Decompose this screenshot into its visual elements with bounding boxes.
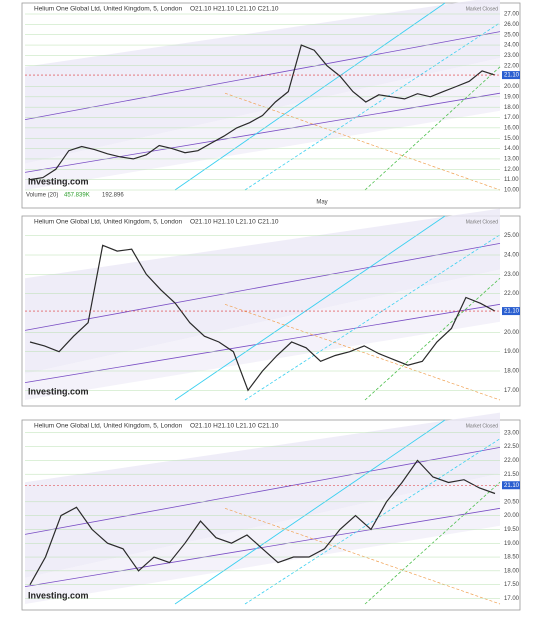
market-status: Market Closed bbox=[466, 423, 498, 429]
y-tick-label: 25.00 bbox=[504, 233, 520, 239]
channel-line bbox=[24, 507, 501, 587]
y-tick-label: 21.50 bbox=[504, 472, 520, 478]
y-tick-label: 23.00 bbox=[504, 272, 520, 278]
y-tick-label: 24.00 bbox=[504, 43, 520, 49]
y-tick-label: 14.00 bbox=[504, 146, 520, 152]
y-tick-label: 26.00 bbox=[504, 22, 520, 28]
channel-fill bbox=[25, 58, 500, 190]
y-tick-label: 19.00 bbox=[504, 541, 520, 547]
logo: Investing.com bbox=[28, 176, 89, 186]
trend-line bbox=[364, 277, 501, 401]
current-price-box bbox=[502, 481, 520, 490]
price-line bbox=[29, 244, 496, 392]
y-tick-label: 19.50 bbox=[504, 527, 520, 533]
volume-text: 192.896 bbox=[102, 193, 124, 199]
y-tick-label: 23.00 bbox=[504, 430, 520, 436]
y-tick-label: 19.00 bbox=[504, 94, 520, 100]
y-tick-label: 22.00 bbox=[504, 63, 520, 69]
y-tick-label: 24.00 bbox=[504, 253, 520, 259]
trend-line bbox=[244, 234, 501, 401]
channel-fill bbox=[25, 269, 500, 400]
ohlc: O21.10 H21.10 L21.10 C21.10 bbox=[190, 423, 279, 430]
channel-line bbox=[24, 303, 501, 383]
market-status: Market Closed bbox=[466, 6, 498, 12]
logo: Investing.com bbox=[28, 590, 89, 600]
x-label: May bbox=[316, 200, 327, 206]
y-tick-label: 25.00 bbox=[504, 32, 520, 38]
market-status: Market Closed bbox=[466, 219, 498, 225]
trend-line bbox=[224, 507, 501, 605]
trend-line bbox=[224, 303, 501, 401]
y-tick-label: 13.00 bbox=[504, 157, 520, 163]
trend-line bbox=[244, 438, 501, 605]
y-tick-label: 20.00 bbox=[504, 330, 520, 336]
y-tick-label: 17.00 bbox=[504, 115, 520, 121]
chart-title: Helium One Global Ltd, United Kingdom, 5… bbox=[34, 219, 183, 226]
y-tick-label: 20.00 bbox=[504, 513, 520, 519]
trend-line bbox=[244, 22, 501, 191]
y-tick-label: 17.50 bbox=[504, 582, 520, 588]
y-tick-label: 17.00 bbox=[504, 596, 520, 602]
channel-fill bbox=[25, 412, 500, 578]
channel-line bbox=[24, 92, 501, 173]
logo: Investing.com bbox=[28, 386, 89, 396]
price-line bbox=[29, 44, 496, 181]
chart-title: Helium One Global Ltd, United Kingdom, 5… bbox=[34, 423, 183, 430]
y-tick-label: 22.50 bbox=[504, 444, 520, 450]
y-tick-label: 18.00 bbox=[504, 105, 520, 111]
current-price-box bbox=[502, 307, 520, 316]
current-price-box bbox=[502, 71, 520, 80]
trend-line bbox=[174, 215, 446, 401]
y-tick-label: 20.50 bbox=[504, 499, 520, 505]
y-tick-label: 17.00 bbox=[504, 388, 520, 394]
ohlc: O21.10 H21.10 L21.10 C21.10 bbox=[190, 219, 279, 226]
y-tick-label: 22.00 bbox=[504, 458, 520, 464]
y-tick-label: 15.00 bbox=[504, 136, 520, 142]
volume-text: Volume (20) bbox=[26, 193, 58, 199]
current-price-label: 21.10 bbox=[504, 73, 520, 79]
chart-title: Helium One Global Ltd, United Kingdom, 5… bbox=[34, 6, 183, 13]
trend-line bbox=[174, 419, 446, 605]
y-tick-label: 20.00 bbox=[504, 84, 520, 90]
y-tick-label: 10.00 bbox=[504, 188, 520, 194]
y-tick-label: 18.00 bbox=[504, 369, 520, 375]
ohlc: O21.10 H21.10 L21.10 C21.10 bbox=[190, 6, 279, 13]
y-tick-label: 12.00 bbox=[504, 167, 520, 173]
y-tick-label: 19.00 bbox=[504, 349, 520, 355]
channel-fill bbox=[25, 0, 500, 164]
y-tick-label: 27.00 bbox=[504, 12, 520, 18]
price-line bbox=[29, 459, 496, 585]
y-tick-label: 18.00 bbox=[504, 568, 520, 574]
current-price-label: 21.10 bbox=[504, 309, 520, 315]
channel-fill bbox=[25, 473, 500, 604]
y-tick-label: 18.50 bbox=[504, 555, 520, 561]
volume-text: 457.839K bbox=[64, 193, 90, 199]
current-price-label: 21.10 bbox=[504, 483, 520, 489]
trend-line bbox=[224, 92, 501, 191]
y-tick-label: 16.00 bbox=[504, 125, 520, 131]
channel-line bbox=[24, 243, 501, 331]
channel-line bbox=[24, 447, 501, 535]
channel-line bbox=[24, 31, 501, 120]
y-tick-label: 23.00 bbox=[504, 53, 520, 59]
y-tick-label: 11.00 bbox=[504, 177, 519, 183]
y-tick-label: 22.00 bbox=[504, 291, 520, 297]
